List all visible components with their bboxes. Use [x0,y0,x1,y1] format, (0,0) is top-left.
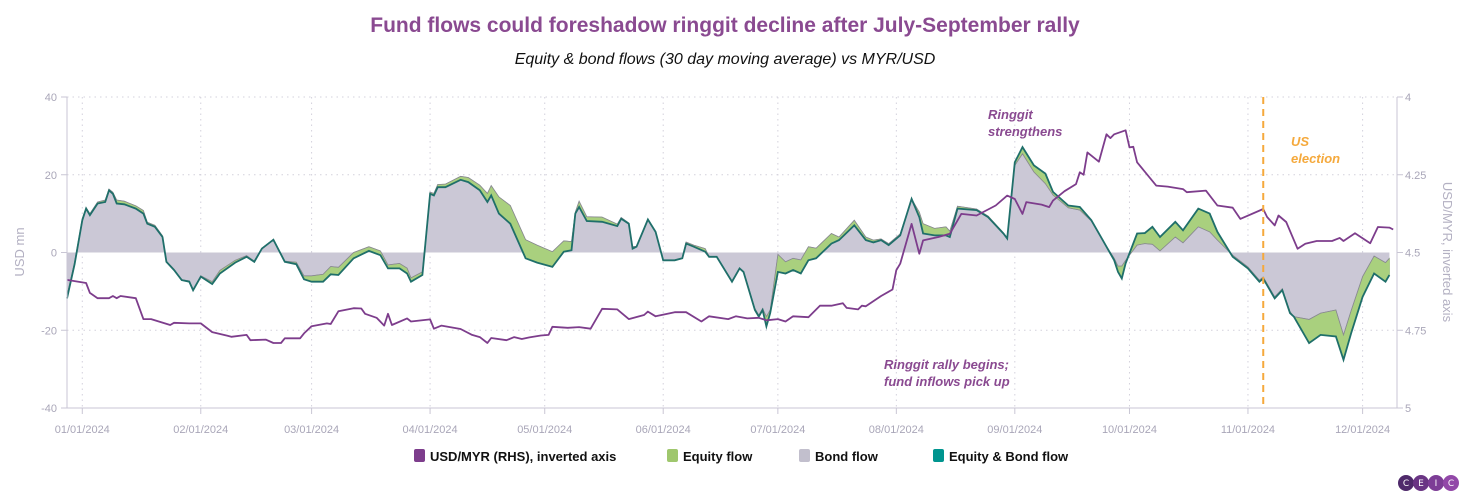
y-right-tick-label: 4.25 [1405,170,1426,182]
legend-swatch [414,449,425,462]
y-tick-label: 0 [51,248,57,260]
legend-label: Equity & Bond flow [949,449,1069,464]
annotation-line: election [1291,151,1340,166]
y-axis-label: USD mn [12,227,27,276]
annotation-line: US [1291,134,1309,149]
y-tick-label: 20 [45,170,57,182]
bond-flow-area [67,153,1390,335]
legend-label: Equity flow [683,449,753,464]
equity-bond-flow-line [66,145,1391,363]
x-tick-label: 10/01/2024 [1102,424,1157,436]
legend: USD/MYR (RHS), inverted axis Equity flow… [414,449,1069,464]
svg-text:I: I [1435,479,1438,489]
axes: 40 20 0 -20 -40 4 4.25 4.5 4.75 5 01/01/2024 02/01/… [41,92,1426,436]
x-tick-label: 07/01/2024 [750,424,805,436]
y-axis-right-label: USD/MYR, inverted axis [1440,182,1455,323]
usdmyr-line [66,129,1394,344]
x-tick-label: 02/01/2024 [173,424,228,436]
legend-item-bond-flow[interactable]: Bond flow [799,449,879,464]
x-tick-label: 06/01/2024 [636,424,691,436]
annotation-line: fund inflows pick up [884,374,1010,389]
x-tick-label: 04/01/2024 [403,424,458,436]
y-right-tick-label: 4 [1405,92,1411,104]
legend-label: Bond flow [815,449,879,464]
y-right-tick-label: 4.5 [1405,248,1420,260]
legend-swatch [933,449,944,462]
legend-item-usdmyr[interactable]: USD/MYR (RHS), inverted axis [414,449,616,464]
x-tick-label: 09/01/2024 [987,424,1042,436]
annotation-ringgit-rally: Ringgit rally begins; fund inflows pick … [884,357,1010,389]
ceic-logo: C E I C [1398,475,1459,491]
legend-item-equity-bond-flow[interactable]: Equity & Bond flow [933,449,1069,464]
chart-subtitle: Equity & bond flows (30 day moving avera… [515,51,936,68]
annotation-line: Ringgit [988,107,1033,122]
legend-item-equity-flow[interactable]: Equity flow [667,449,753,464]
annotation-ringgit-strengthens: Ringgit strengthens [988,107,1062,139]
x-tick-label: 12/01/2024 [1335,424,1390,436]
y-right-tick-label: 5 [1405,403,1411,415]
svg-text:C: C [1403,479,1409,489]
x-tick-label: 01/01/2024 [55,424,110,436]
y-tick-label: 40 [45,92,57,104]
x-tick-label: 05/01/2024 [517,424,572,436]
y-tick-label: -20 [41,325,57,337]
legend-label: USD/MYR (RHS), inverted axis [430,449,616,464]
x-tick-label: 08/01/2024 [869,424,924,436]
plot-lines [66,97,1394,408]
svg-text:C: C [1448,479,1454,489]
bond-flow-line [66,153,1390,337]
y-right-tick-label: 4.75 [1405,325,1426,337]
chart-title: Fund flows could foreshadow ringgit decl… [370,14,1080,37]
x-tick-label: 03/01/2024 [284,424,339,436]
annotation-line: strengthens [988,124,1062,139]
svg-text:E: E [1418,479,1424,489]
x-tick-label: 11/01/2024 [1221,424,1275,436]
plot-areas [66,146,1390,361]
legend-swatch [799,449,810,462]
annotation-us-election: US election [1291,134,1340,166]
annotation-line: Ringgit rally begins; [884,357,1009,372]
y-tick-label: -40 [41,403,57,415]
legend-swatch [667,449,678,462]
